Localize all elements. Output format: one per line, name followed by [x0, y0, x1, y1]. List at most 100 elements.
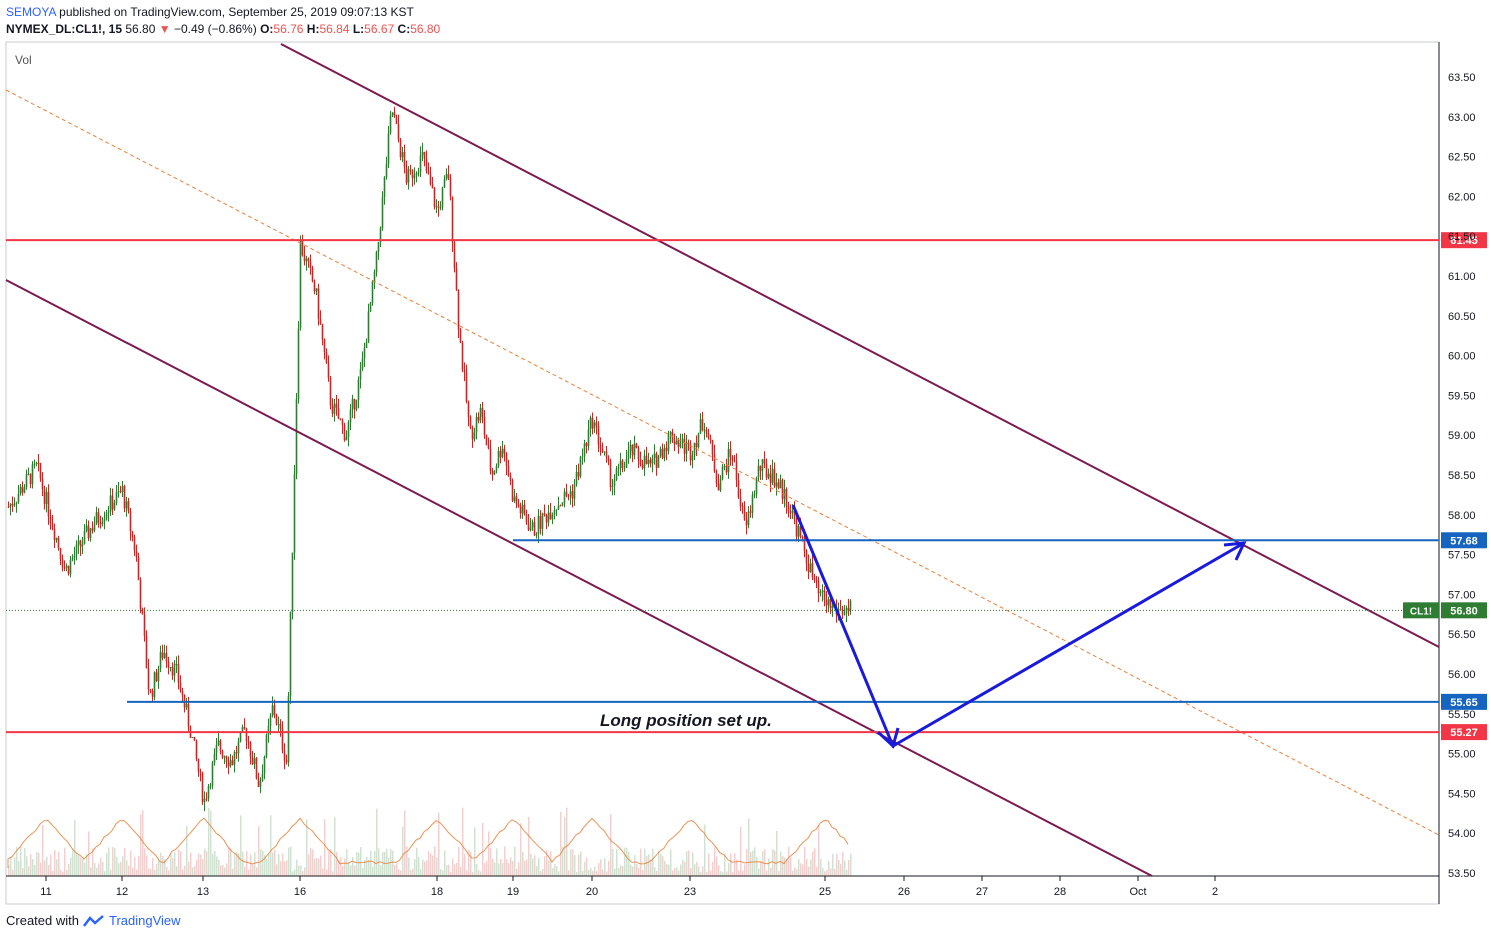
- volume-bar: [348, 862, 350, 876]
- volume-bar: [702, 866, 704, 876]
- candle-body: [311, 267, 314, 282]
- x-tick-label: 28: [1054, 886, 1066, 898]
- volume-bar: [742, 870, 744, 876]
- candle-body: [109, 495, 112, 512]
- volume-bar: [512, 861, 514, 876]
- candle-body: [233, 752, 236, 765]
- candle-body: [213, 753, 216, 763]
- candle-body: [735, 461, 738, 481]
- candle-body: [687, 442, 690, 445]
- candle-body: [113, 502, 116, 510]
- volume-bar: [442, 870, 444, 876]
- volume-bar: [572, 849, 574, 876]
- volume-bar: [470, 851, 472, 876]
- candle-body: [41, 478, 44, 490]
- candle-body: [761, 459, 764, 471]
- candle-body: [801, 536, 804, 538]
- volume-bar: [846, 869, 848, 876]
- volume-bar: [262, 850, 264, 876]
- tradingview-link[interactable]: TradingView: [108, 913, 181, 928]
- candle-body: [165, 653, 168, 662]
- volume-bar: [644, 848, 646, 876]
- candle-body: [593, 422, 596, 429]
- volume-bar: [738, 870, 740, 876]
- candle-body: [453, 242, 456, 269]
- candle-body: [115, 491, 118, 503]
- volume-bar: [840, 863, 842, 876]
- candle-body: [223, 756, 226, 758]
- volume-bar: [56, 859, 58, 876]
- volume-bar: [592, 870, 594, 876]
- symbol-tag: [1403, 602, 1439, 619]
- volume-bar: [276, 864, 278, 876]
- volume-bar: [476, 864, 478, 876]
- candle-body: [359, 369, 362, 380]
- candle-body: [377, 242, 380, 252]
- candle-body: [805, 550, 808, 564]
- y-tick-label: 57.50: [1448, 550, 1476, 562]
- candle-body: [313, 281, 316, 292]
- candle-body: [153, 672, 156, 697]
- candle-body: [517, 504, 520, 507]
- volume-bar: [766, 870, 768, 876]
- candle-body: [819, 591, 822, 594]
- volume-bar: [486, 860, 488, 876]
- volume-bar: [290, 846, 292, 876]
- candle-body: [97, 512, 100, 523]
- volume-bar: [410, 870, 412, 876]
- volume-bar: [638, 867, 640, 876]
- candle-body: [511, 480, 514, 501]
- y-tick-label: 53.50: [1448, 868, 1476, 880]
- candle-body: [343, 424, 346, 441]
- volume-bar: [406, 846, 408, 876]
- candle-body: [217, 740, 220, 746]
- candle-body: [83, 531, 86, 545]
- candle-body: [701, 419, 704, 431]
- volume-bar: [280, 861, 282, 876]
- volume-bar: [814, 848, 816, 876]
- candle-body: [181, 691, 184, 696]
- volume-bar: [664, 860, 666, 876]
- volume-bar: [832, 853, 834, 876]
- candle-body: [235, 752, 238, 754]
- volume-bar: [748, 818, 750, 876]
- volume-bar: [782, 855, 784, 876]
- volume-bar: [246, 850, 248, 876]
- volume-bar: [414, 859, 416, 876]
- candle-body: [795, 519, 798, 537]
- candle-body: [815, 579, 818, 581]
- candle-body: [655, 453, 658, 468]
- symbol-name[interactable]: NYMEX_DL:CL1!, 15: [6, 22, 123, 36]
- candle-body: [625, 458, 628, 468]
- y-tick-label: 60.00: [1448, 351, 1476, 363]
- candle-body: [715, 471, 718, 484]
- volume-bar: [306, 819, 308, 876]
- candle-body: [741, 506, 744, 508]
- publish-info: SEMOYA published on TradingView.com, Sep…: [6, 5, 414, 19]
- candle-body: [569, 491, 572, 497]
- y-tick-label: 55.00: [1448, 749, 1476, 761]
- candle-body: [657, 455, 660, 468]
- volume-bar: [54, 850, 56, 876]
- volume-bar: [38, 852, 40, 876]
- candle-body: [345, 436, 348, 441]
- volume-bar: [330, 849, 332, 876]
- candle-body: [471, 427, 474, 440]
- candle-body: [463, 369, 466, 373]
- volume-bar: [488, 831, 490, 876]
- volume-bar: [194, 866, 196, 876]
- volume-bar: [716, 856, 718, 876]
- volume-bar: [158, 860, 160, 876]
- candle-body: [751, 494, 754, 513]
- candle-body: [723, 465, 726, 467]
- candle-body: [251, 756, 254, 764]
- y-tick-label: 60.50: [1448, 311, 1476, 323]
- volume-bar: [342, 865, 344, 876]
- candle-body: [769, 473, 772, 483]
- volume-bar: [792, 870, 794, 876]
- volume-bar: [376, 808, 378, 876]
- volume-bar: [170, 853, 172, 876]
- author-link[interactable]: SEMOYA: [6, 5, 56, 19]
- candle-body: [457, 289, 460, 330]
